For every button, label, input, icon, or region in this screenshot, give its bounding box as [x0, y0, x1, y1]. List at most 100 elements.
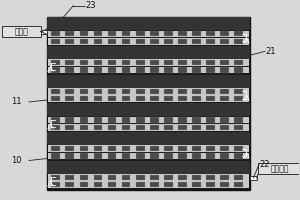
- Bar: [220, 175, 229, 180]
- Bar: [51, 89, 60, 94]
- Bar: [80, 39, 88, 44]
- Bar: [94, 182, 102, 187]
- Bar: [136, 60, 145, 65]
- Bar: [250, 176, 256, 180]
- Bar: [150, 117, 159, 123]
- Bar: [51, 117, 60, 123]
- Bar: [150, 182, 159, 187]
- Bar: [164, 125, 173, 130]
- Bar: [220, 96, 229, 101]
- Bar: [94, 175, 102, 180]
- Bar: [206, 60, 215, 65]
- Bar: [48, 38, 249, 45]
- Bar: [122, 182, 130, 187]
- Bar: [178, 146, 187, 151]
- Bar: [65, 175, 74, 180]
- Text: 有机污水: 有机污水: [271, 164, 289, 173]
- Bar: [65, 31, 74, 36]
- Bar: [51, 96, 60, 101]
- Bar: [122, 96, 130, 101]
- Bar: [48, 67, 249, 73]
- Bar: [48, 145, 249, 152]
- Bar: [94, 146, 102, 151]
- Bar: [51, 39, 60, 44]
- Bar: [94, 117, 102, 123]
- Bar: [220, 39, 229, 44]
- Bar: [80, 96, 88, 101]
- Bar: [108, 39, 116, 44]
- Bar: [122, 175, 130, 180]
- Bar: [192, 175, 201, 180]
- Bar: [136, 146, 145, 151]
- Bar: [80, 67, 88, 73]
- Bar: [80, 117, 88, 123]
- Bar: [51, 182, 60, 187]
- Bar: [234, 60, 243, 65]
- Bar: [65, 67, 74, 73]
- Bar: [122, 117, 130, 123]
- Bar: [178, 117, 187, 123]
- Bar: [192, 96, 201, 101]
- Bar: [192, 39, 201, 44]
- Bar: [108, 175, 116, 180]
- Bar: [178, 67, 187, 73]
- Bar: [192, 89, 201, 94]
- Bar: [150, 39, 159, 44]
- Bar: [136, 182, 145, 187]
- Bar: [192, 153, 201, 159]
- Bar: [206, 182, 215, 187]
- Bar: [220, 117, 229, 123]
- Bar: [178, 153, 187, 159]
- Bar: [206, 175, 215, 180]
- Bar: [150, 89, 159, 94]
- Bar: [47, 17, 250, 190]
- Bar: [47, 161, 250, 174]
- Bar: [206, 31, 215, 36]
- Bar: [206, 117, 215, 123]
- Bar: [136, 175, 145, 180]
- Bar: [108, 31, 116, 36]
- Bar: [220, 182, 229, 187]
- Bar: [48, 59, 249, 66]
- Bar: [178, 89, 187, 94]
- Bar: [65, 182, 74, 187]
- Bar: [122, 67, 130, 73]
- Bar: [258, 163, 300, 174]
- Bar: [164, 39, 173, 44]
- Bar: [65, 125, 74, 130]
- Bar: [47, 17, 250, 30]
- Bar: [108, 60, 116, 65]
- Bar: [80, 182, 88, 187]
- Bar: [48, 174, 249, 181]
- Bar: [234, 117, 243, 123]
- Bar: [178, 175, 187, 180]
- Bar: [192, 182, 201, 187]
- Bar: [234, 31, 243, 36]
- Bar: [136, 67, 145, 73]
- Bar: [108, 125, 116, 130]
- Bar: [206, 96, 215, 101]
- Bar: [80, 89, 88, 94]
- Bar: [48, 117, 249, 123]
- Bar: [178, 39, 187, 44]
- Bar: [192, 67, 201, 73]
- Bar: [164, 89, 173, 94]
- Bar: [51, 146, 60, 151]
- Bar: [65, 60, 74, 65]
- Bar: [65, 117, 74, 123]
- Bar: [164, 67, 173, 73]
- Bar: [122, 31, 130, 36]
- Bar: [108, 146, 116, 151]
- Bar: [178, 60, 187, 65]
- Bar: [48, 181, 249, 188]
- Bar: [136, 31, 145, 36]
- Bar: [220, 60, 229, 65]
- Bar: [80, 31, 88, 36]
- Bar: [150, 60, 159, 65]
- Text: 10: 10: [11, 156, 22, 165]
- Bar: [51, 125, 60, 130]
- Bar: [206, 89, 215, 94]
- Bar: [178, 125, 187, 130]
- Bar: [150, 96, 159, 101]
- Bar: [234, 153, 243, 159]
